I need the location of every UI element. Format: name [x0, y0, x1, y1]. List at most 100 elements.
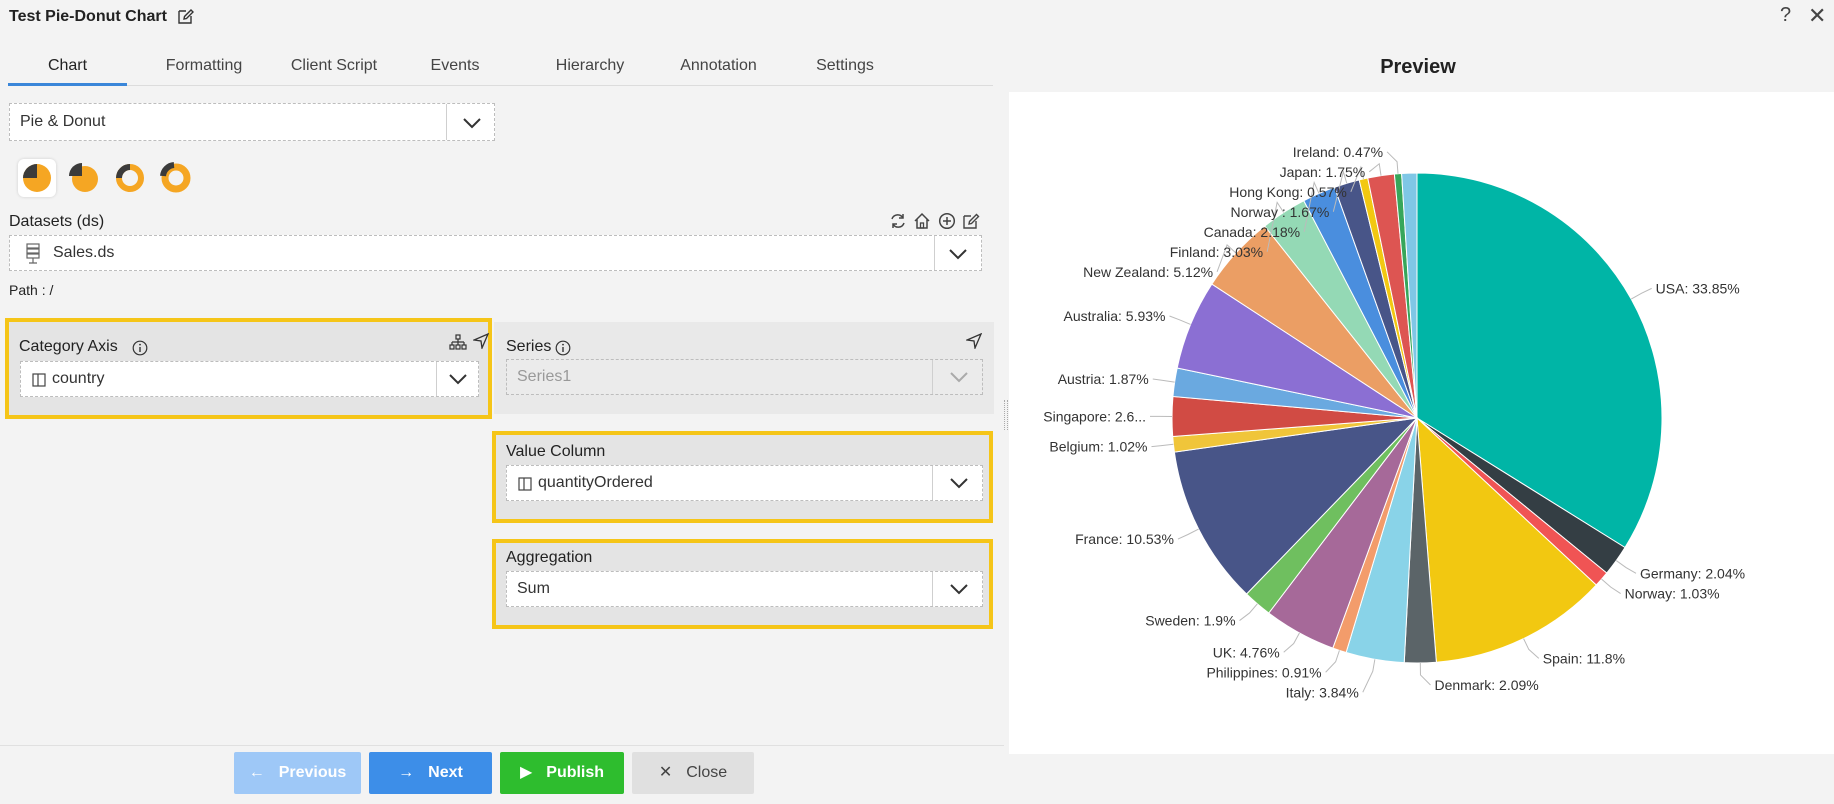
chart-type-value: Pie & Donut	[20, 113, 106, 130]
label-leader-line	[1362, 659, 1376, 693]
slice-label: Germany: 2.04%	[1640, 565, 1745, 581]
aggregation-select[interactable]: Sum	[506, 571, 983, 607]
pie-slice[interactable]	[1401, 172, 1418, 419]
select-divider	[934, 236, 935, 270]
slice-label: Australia: 5.93%	[1064, 308, 1166, 324]
datasets-value: Sales.ds	[53, 244, 115, 261]
pie-exploded-icon	[69, 163, 98, 192]
tab-formatting[interactable]: Formatting	[165, 57, 243, 74]
preview-title: Preview	[1380, 56, 1456, 78]
select-divider	[446, 104, 447, 140]
next-button[interactable]: → Next	[369, 752, 492, 794]
refresh-icon[interactable]	[889, 212, 907, 230]
help-icon[interactable]: ?	[1780, 4, 1792, 26]
info-icon[interactable]	[132, 340, 148, 356]
label-leader-line	[1368, 162, 1382, 176]
datasets-label: Datasets (ds)	[9, 213, 105, 230]
slice-label: Denmark: 2.09%	[1434, 677, 1538, 693]
series-select[interactable]: Series1	[506, 359, 983, 395]
label-leader-line	[1239, 603, 1258, 621]
previous-label: Previous	[278, 764, 347, 781]
aggregation-value: Sum	[517, 580, 550, 597]
info-icon[interactable]	[555, 340, 571, 356]
slice-label: USA: 33.85%	[1656, 280, 1740, 296]
slice-label: Norway : 1.67%	[1231, 204, 1330, 220]
value-column-label: Value Column	[506, 443, 606, 460]
label-leader-line	[1151, 443, 1174, 448]
tab-client-script[interactable]: Client Script	[290, 57, 378, 74]
chevron-down-icon[interactable]	[949, 371, 969, 383]
aggregation-card: Aggregation Sum	[492, 539, 993, 629]
select-divider	[436, 362, 437, 396]
slice-label: Italy: 3.84%	[1286, 684, 1359, 700]
select-divider	[932, 466, 933, 500]
edit-title-icon[interactable]	[177, 8, 194, 25]
label-leader-line	[1615, 560, 1637, 574]
value-column-select[interactable]: quantityOrdered	[506, 465, 983, 501]
slice-label: UK: 4.76%	[1213, 644, 1280, 660]
datasets-select[interactable]: Sales.ds	[9, 235, 982, 271]
label-leader-line	[1266, 201, 1285, 252]
publish-button[interactable]: ▶ Publish	[500, 752, 624, 794]
add-icon[interactable]	[938, 212, 956, 230]
slice-label: Philippines: 0.91%	[1206, 664, 1321, 680]
chevron-down-icon[interactable]	[949, 583, 969, 595]
donut-thick-icon	[160, 162, 191, 193]
hierarchy-icon[interactable]	[449, 334, 467, 350]
category-axis-card: Category Axis country	[5, 318, 492, 419]
tab-settings[interactable]: Settings	[816, 57, 874, 74]
label-leader-line	[1169, 315, 1191, 325]
chart-type-select[interactable]: Pie & Donut	[9, 103, 495, 141]
category-axis-value: country	[52, 370, 105, 387]
label-leader-line	[1419, 662, 1431, 686]
tab-hierarchy[interactable]: Hierarchy	[555, 57, 625, 74]
arrow-left-icon: ←	[248, 764, 265, 781]
label-leader-line	[1386, 151, 1399, 174]
pie-variant-button[interactable]	[18, 159, 56, 197]
title-bar: Test Pie-Donut Chart ? ✕	[0, 0, 1834, 34]
pie-exploded-variant-button[interactable]	[65, 159, 103, 197]
label-leader-line	[1601, 578, 1621, 594]
slice-label: Belgium: 1.02%	[1049, 439, 1147, 455]
panel-splitter[interactable]	[1004, 400, 1008, 430]
chevron-down-icon[interactable]	[949, 477, 969, 489]
tab-events[interactable]: Events	[430, 57, 480, 74]
pie-slice[interactable]	[1173, 417, 1419, 595]
navigate-icon[interactable]	[966, 333, 982, 349]
close-icon: ✕	[658, 764, 673, 781]
navigate-icon[interactable]	[473, 333, 489, 349]
label-leader-line	[1325, 650, 1340, 673]
pie-icon	[23, 164, 51, 192]
slice-label: Hong Kong: 0.57%	[1229, 184, 1347, 200]
previous-button[interactable]: ← Previous	[234, 752, 361, 794]
label-leader-line	[1152, 378, 1175, 383]
series-card: Series Series1	[494, 322, 994, 414]
series-placeholder: Series1	[517, 368, 572, 385]
aggregation-label: Aggregation	[506, 549, 593, 566]
donut-variant-button[interactable]	[111, 159, 149, 197]
series-label: Series	[506, 338, 552, 355]
edit-icon[interactable]	[962, 212, 980, 230]
slice-label: Finland: 3.03%	[1170, 244, 1263, 260]
chevron-down-icon[interactable]	[448, 373, 468, 385]
slice-label: Spain: 11.8%	[1543, 650, 1625, 666]
home-icon[interactable]	[913, 212, 931, 230]
tab-chart[interactable]: Chart	[8, 46, 127, 86]
label-leader-line	[1177, 528, 1199, 540]
next-label: Next	[428, 764, 463, 781]
close-button[interactable]: ✕ Close	[632, 752, 754, 794]
chevron-down-icon[interactable]	[462, 117, 482, 129]
donut-icon	[116, 164, 144, 192]
window-close-icon[interactable]: ✕	[1808, 3, 1827, 28]
slice-label: Norway: 1.03%	[1625, 586, 1720, 602]
donut-thick-variant-button[interactable]	[157, 159, 195, 197]
tab-annotation[interactable]: Annotation	[680, 57, 757, 74]
chevron-down-icon[interactable]	[948, 248, 968, 260]
slice-label: Japan: 1.75%	[1280, 164, 1366, 180]
label-leader-line	[1523, 638, 1540, 659]
category-axis-select[interactable]: country	[20, 361, 479, 397]
column-icon	[518, 477, 532, 491]
slice-label: Sweden: 1.9%	[1145, 613, 1235, 629]
pie-slice[interactable]	[1416, 172, 1663, 549]
slice-label: Singapore: 2.6...	[1043, 408, 1146, 424]
